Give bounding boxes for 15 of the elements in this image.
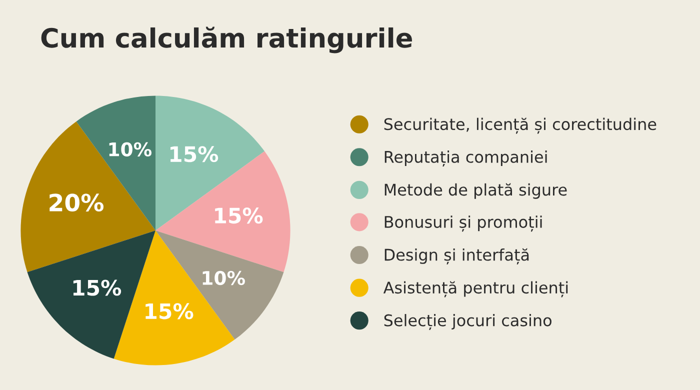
legend-label: Bonusuri și promoții — [384, 216, 542, 232]
legend-label: Asistență pentru clienți — [383, 281, 568, 298]
data-label: 15% — [146, 303, 194, 320]
legend-label: Reputația companiei — [384, 150, 547, 167]
legend-label: Design și interfață — [384, 248, 529, 264]
data-label: 20% — [50, 194, 104, 212]
data-label: 15% — [215, 208, 263, 224]
data-label: 10% — [202, 270, 245, 286]
chart-title: Cum calculăm ratingurile — [41, 26, 412, 54]
legend-label: Selecție jocuri casino — [384, 314, 552, 330]
data-label: 10% — [109, 142, 152, 156]
legend-label: Securitate, licență și corectitudine — [384, 118, 656, 134]
legend-label: Metode de plată sigure — [384, 183, 567, 199]
data-label: 15% — [73, 280, 122, 296]
data-label: 15% — [170, 146, 218, 162]
